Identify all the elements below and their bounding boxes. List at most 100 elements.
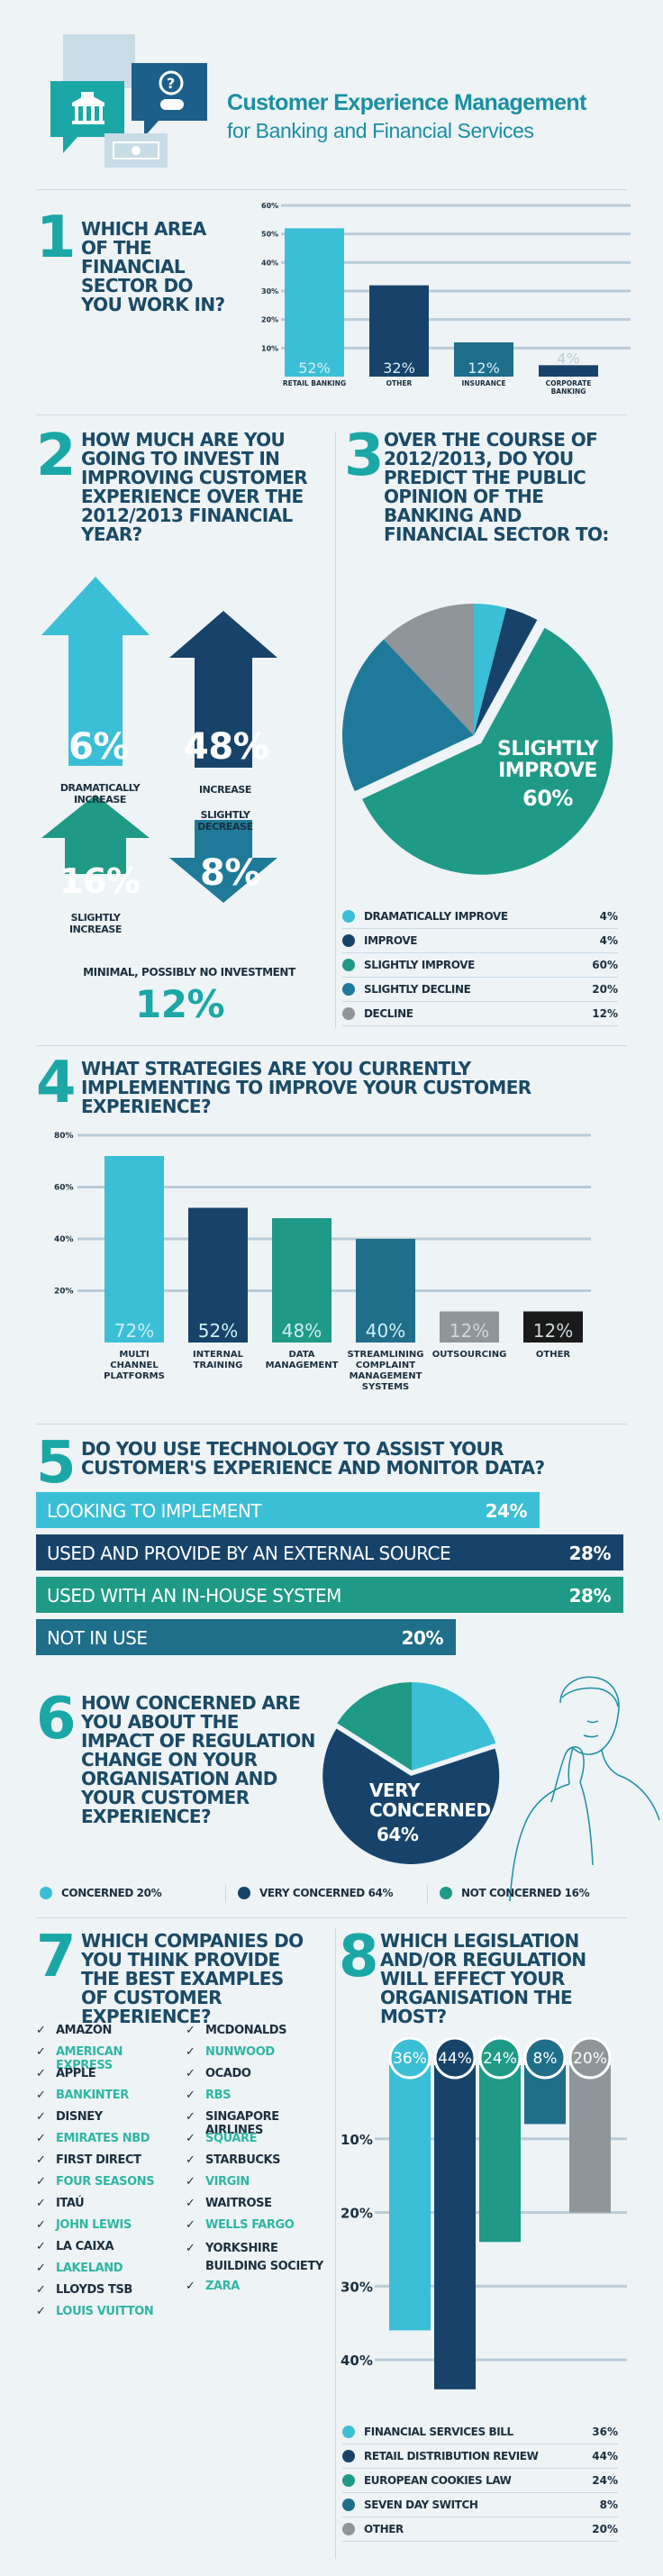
legend-label: RETAIL DISTRIBUTION REVIEW [364,2450,539,2462]
q1-tick-label: 40% [261,259,278,267]
q4-tick-label: 40% [54,1235,74,1244]
q1-bar [285,228,344,377]
q5-bars: LOOKING TO IMPLEMENT 24% USED AND PROVIDE … [36,1492,627,1672]
legend-swatch [342,2523,355,2535]
q2-sdecrease-label: SLIGHTLY DECREASE [197,809,253,833]
legend-value: 4% [599,910,618,923]
q4-value-label: 40% [366,1320,405,1342]
q1-bar [454,342,513,377]
q6-question: HOW CONCERNED ARE YOU ABOUT THE IMPACT O… [81,1692,315,1827]
q1-chart: 60% 50% 40% 30% 20% 10% 52% RETAIL BANKING 32% OT… [261,200,631,398]
q1-category-label: CORPORATE [546,379,592,387]
check-icon: ✓ [36,2132,46,2145]
q4-bar [440,1311,499,1343]
q1-category-label: RETAIL BANKING [283,379,346,387]
q1-gridline [281,204,631,207]
q1-question: WHICH AREA OF THE FINANCIAL SECTOR DO YO… [81,218,225,315]
company-name: NUNWOOD [205,2045,275,2059]
page-subtitle: for Banking and Financial Services [227,119,534,142]
q6-callout-label: VERY CONCERNED [369,1780,491,1821]
q2-number: 2 [36,423,77,489]
company-item: ✓ LOUIS VUITTON [36,2305,180,2326]
check-icon: ✓ [36,2305,46,2318]
thinking-man-illustration [497,1667,663,1902]
company-item: ✓ JOHN LEWIS [36,2218,180,2240]
company-name: OCADO [205,2067,251,2080]
company-item: ✓ AMERICAN EXPRESS [36,2045,180,2072]
q1-gridline [281,260,631,264]
check-icon: ✓ [36,2045,46,2059]
q4-gridline [77,1133,591,1137]
q8-legend-item: FINANCIAL SERVICES BILL 36% [342,2420,618,2444]
company-item: ✓ BANKINTER [36,2089,180,2110]
q3-legend-item: SLIGHTLY IMPROVE 60% [342,953,618,978]
check-icon: ✓ [36,2110,46,2124]
legend-swatch [342,910,355,923]
q4-category-label: CHANNEL [110,1361,159,1370]
check-icon: ✓ [36,2283,46,2297]
legend-label: NOT CONCERNED 16% [461,1887,590,1899]
company-item: ✓ EMIRATES NBD [36,2132,180,2153]
company-name: FIRST DIRECT [56,2153,141,2167]
q4-category-label: MULTI [119,1350,149,1360]
q4-value-label: 12% [533,1320,573,1342]
company-item: ✓ MCDONALDS [186,2024,330,2045]
legend-label: OTHER [364,2523,404,2535]
q3-slice [362,627,613,875]
q5-bar: USED AND PROVIDE BY AN EXTERNAL SOURCE 28… [36,1534,623,1570]
q3-question: OVER THE COURSE OF 2012/2013, DO YOU PRE… [384,429,609,545]
q5-bar-value: 28% [568,1543,612,1564]
q3-slice [384,604,474,735]
company-item: ✓ SINGAPORE AIRLINES [186,2110,330,2137]
q1-category-label: BANKING [551,387,586,396]
legend-value: 12% [592,1007,618,1020]
q8-legend-item: SEVEN DAY SWITCH 8% [342,2493,618,2517]
q8-legend-item: OTHER 20% [342,2517,618,2542]
company-item: ✓ NUNWOOD [186,2045,330,2067]
company-name: WAITROSE [205,2197,272,2210]
q8-bar [479,2065,521,2243]
q1-tick-label: 60% [261,202,278,210]
check-icon: ✓ [186,2132,195,2145]
q2-increase-label: INCREASE [198,784,252,796]
company-name: BANKINTER [56,2089,129,2102]
q3-number: 3 [344,423,385,489]
q4-bar [523,1311,583,1343]
check-icon: ✓ [36,2089,46,2102]
company-name: RBS [205,2089,232,2102]
q4-category-label: MANAGEMENT [266,1361,339,1370]
q4-number: 4 [36,1050,77,1116]
q3-legend-item: IMPROVE 4% [342,929,618,953]
q4-gridline [77,1237,591,1241]
q5-bar: LOOKING TO IMPLEMENT 24% [36,1492,540,1528]
check-icon: ✓ [36,2197,46,2210]
company-item: ✓ APPLE [36,2067,180,2089]
company-name: WELLS FARGO [205,2218,295,2232]
q4-bar [104,1156,164,1343]
company-name: AMAZON [56,2024,113,2037]
company-item: ✓ ITAÚ [36,2197,180,2218]
document-icon [63,34,135,88]
q8-bar [569,2065,611,2213]
q7-number: 7 [36,1924,77,1990]
check-icon: ✓ [36,2218,46,2232]
q8-gridline [375,2284,627,2288]
check-icon: ✓ [186,2089,195,2102]
q1-value-label: 12% [468,360,500,377]
q4-value-label: 12% [450,1320,489,1342]
q6-slice [337,1682,412,1770]
q2-increase-value: 48% [184,726,269,768]
q3-callout-value: 60% [522,786,573,811]
q7-company-list-1: ✓ AMAZON ✓ AMERICAN EXPRESS ✓ APPLE ✓ BANKINTER… [36,2024,180,2326]
q4-tick-label: 80% [54,1132,74,1141]
q4-bar [356,1239,415,1343]
check-icon: ✓ [186,2175,195,2189]
q6-slice [322,1728,500,1864]
company-name: ITAÚ [56,2197,85,2210]
check-icon: ✓ [186,2197,195,2210]
q3-pie [339,591,627,879]
q1-bar [539,365,598,377]
q4-category-label: MANAGEMENT [350,1371,422,1381]
svg-text:?: ? [167,75,175,92]
arrow-slightly-decrease [169,820,277,903]
